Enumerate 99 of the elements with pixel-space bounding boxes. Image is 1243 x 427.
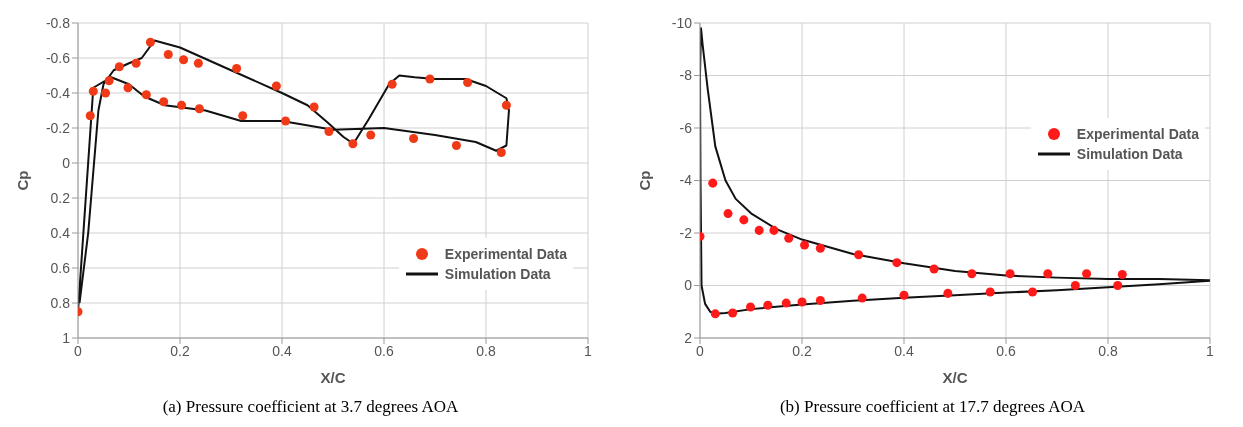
point bbox=[745, 302, 755, 312]
y-tick-label: 0.6 bbox=[50, 259, 71, 276]
point bbox=[366, 130, 376, 140]
x-tick-label: 0.6 bbox=[374, 342, 394, 359]
y-tick-label: 1 bbox=[62, 329, 71, 346]
point bbox=[1005, 269, 1015, 279]
y-tick-label: -0.4 bbox=[45, 84, 71, 101]
text: (b) Pressure coefficient at 17.7 degrees AOA bbox=[778, 397, 1087, 417]
point bbox=[754, 225, 764, 235]
point bbox=[163, 49, 173, 60]
x-tick-label: 0.8 bbox=[1098, 342, 1118, 359]
point bbox=[1043, 269, 1053, 279]
x-tick-label: 0.2 bbox=[792, 342, 812, 359]
point bbox=[710, 309, 720, 319]
point bbox=[281, 116, 291, 126]
point bbox=[88, 86, 98, 96]
y-tick-label: -0.8 bbox=[45, 14, 71, 31]
point bbox=[324, 126, 334, 137]
point bbox=[141, 90, 151, 100]
point bbox=[781, 298, 791, 308]
point bbox=[899, 290, 909, 300]
point bbox=[232, 63, 242, 74]
point bbox=[238, 111, 248, 121]
point bbox=[496, 147, 506, 158]
point bbox=[800, 240, 810, 250]
point bbox=[177, 100, 187, 110]
point bbox=[943, 288, 953, 298]
point bbox=[1113, 280, 1123, 291]
point bbox=[784, 233, 794, 243]
point bbox=[857, 293, 867, 303]
point bbox=[271, 81, 281, 91]
y-tick-label: -10 bbox=[671, 14, 693, 31]
x-tick-label: 1 bbox=[584, 342, 593, 359]
legend-label: Experimental Data bbox=[444, 246, 567, 262]
point bbox=[1070, 280, 1080, 291]
point bbox=[463, 77, 473, 88]
x-tick-label: 0.6 bbox=[996, 342, 1016, 359]
point bbox=[723, 209, 733, 219]
point bbox=[123, 83, 133, 93]
legend-label: Experimental Data bbox=[1076, 126, 1199, 142]
text: (a) Pressure coefficient at 3.7 degrees AOA bbox=[161, 397, 460, 417]
point bbox=[815, 243, 825, 253]
y-axis-title: Cp bbox=[636, 170, 654, 191]
point bbox=[159, 97, 169, 107]
x-tick-label: 0.4 bbox=[272, 342, 292, 359]
point bbox=[1082, 269, 1092, 279]
x-tick-label: 0.8 bbox=[476, 342, 496, 359]
x-tick-label: 1 bbox=[1206, 342, 1215, 359]
point bbox=[769, 225, 779, 235]
y-tick-label: 0.8 bbox=[50, 294, 71, 311]
point bbox=[708, 178, 718, 188]
point bbox=[101, 88, 111, 98]
y-tick-label: -0.6 bbox=[45, 49, 71, 66]
point bbox=[145, 37, 155, 47]
point bbox=[854, 250, 864, 260]
x-tick-label: 0 bbox=[74, 342, 83, 359]
y-tick-label: 2 bbox=[684, 329, 693, 346]
point bbox=[797, 297, 807, 307]
point bbox=[348, 139, 358, 149]
point bbox=[1028, 287, 1038, 297]
y-tick-label: -8 bbox=[679, 67, 693, 84]
point bbox=[967, 269, 977, 279]
point bbox=[451, 140, 461, 151]
y-tick-label: -2 bbox=[679, 224, 693, 241]
point bbox=[929, 264, 939, 274]
y-axis-title: Cp bbox=[14, 170, 32, 191]
point bbox=[763, 300, 773, 310]
point bbox=[985, 287, 995, 297]
point bbox=[739, 215, 749, 225]
point bbox=[179, 55, 189, 65]
point bbox=[728, 308, 738, 318]
point bbox=[104, 76, 114, 86]
legend-label: Simulation Data bbox=[444, 266, 551, 282]
point bbox=[892, 258, 902, 268]
x-tick-label: 0 bbox=[696, 342, 705, 359]
point bbox=[131, 58, 141, 68]
y-tick-label: 0.2 bbox=[50, 189, 71, 206]
point bbox=[194, 104, 204, 114]
y-tick-label: -0.2 bbox=[45, 119, 71, 136]
point bbox=[309, 102, 319, 112]
point bbox=[85, 111, 95, 121]
legend-label: Simulation Data bbox=[1076, 146, 1183, 162]
y-tick-label: 0 bbox=[62, 154, 71, 171]
y-tick-label: 0 bbox=[684, 277, 693, 294]
point bbox=[425, 74, 435, 84]
point bbox=[1117, 269, 1127, 279]
point bbox=[193, 58, 203, 68]
x-tick-label: 0.2 bbox=[170, 342, 190, 359]
point bbox=[114, 62, 124, 72]
y-tick-label: 0.4 bbox=[50, 224, 71, 241]
point bbox=[815, 295, 825, 305]
x-tick-label: 0.4 bbox=[894, 342, 914, 359]
point bbox=[409, 133, 419, 144]
point bbox=[387, 79, 397, 89]
x-axis-title: X/C bbox=[942, 369, 968, 386]
y-tick-label: -4 bbox=[679, 172, 693, 189]
x-axis-title: X/C bbox=[320, 369, 346, 386]
point bbox=[501, 100, 511, 110]
y-tick-label: -6 bbox=[679, 119, 693, 136]
